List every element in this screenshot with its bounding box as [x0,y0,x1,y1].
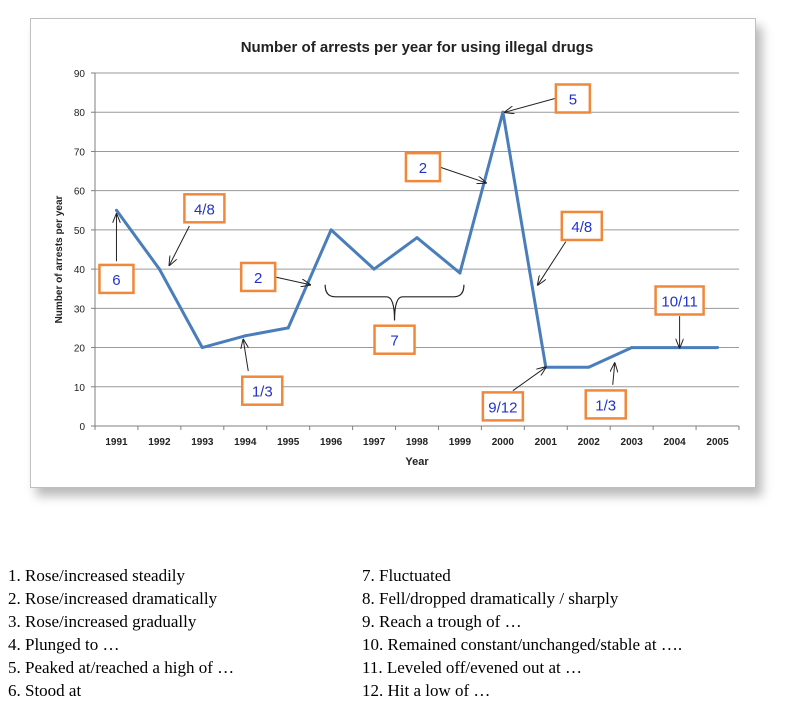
data-point [673,346,677,350]
annotation-box [183,193,226,224]
annotation-label: 4/8 [194,201,215,218]
legend-left-item: 2. Rose/increased dramatically [8,589,218,608]
data-point [114,208,118,212]
x-tick-label: 2000 [492,437,515,448]
legend-right-item: 9. Reach a trough of … [362,612,522,631]
legend-left: 1. Rose/increased steadily 2. Rose/increa… [8,564,234,702]
data-point [415,236,419,240]
annotation-label: 7 [390,333,398,350]
data-point [458,271,462,275]
annotation-box [239,261,277,293]
annotation-label: 10/11 [661,293,697,310]
annotation-arrow [538,241,567,285]
annotation-label: 4/8 [571,219,592,236]
legend-right-item: 11. Leveled off/evened out at … [362,658,582,677]
chart-title: Number of arrests per year for using ill… [241,39,594,56]
y-tick-label: 0 [79,422,85,433]
data-point [329,228,333,232]
y-tick-label: 90 [74,69,86,80]
y-tick-label: 60 [74,187,86,198]
legend-left-item: 6. Stood at [8,681,82,700]
legend-left-item: 3. Rose/increased gradually [8,612,197,631]
x-tick-label: 1999 [449,437,472,448]
annotation-box [554,83,592,114]
annotation-arrow [169,225,190,265]
annotation-label: 5 [569,91,577,108]
x-tick-label: 1998 [406,437,429,448]
x-tick-label: 1996 [320,437,343,448]
x-tick-label: 2002 [578,437,601,448]
y-tick-label: 80 [74,108,86,119]
annotation-label: 1/3 [595,397,616,414]
annotation-label: 1/3 [252,384,273,401]
x-tick-label: 1994 [234,437,257,448]
annotation-label: 6 [112,272,120,289]
legend-right-item: 7. Fluctuated [362,566,451,585]
data-point [372,267,376,271]
y-tick-label: 50 [74,226,86,237]
y-tick-label: 30 [74,304,86,315]
data-point [630,346,634,350]
annotation-box [98,263,135,295]
annotation-box [404,151,442,183]
x-tick-label: 2005 [706,437,729,448]
series-line [115,110,718,369]
data-point [716,346,720,350]
legend-left-item: 1. Rose/increased steadily [8,566,186,585]
annotation-box [241,375,284,406]
data-point [157,267,161,271]
legend-left-item: 5. Peaked at/reached a high of … [8,658,235,677]
y-tick-label: 70 [74,147,86,158]
y-tick-label: 10 [74,383,86,394]
data-point [501,110,505,114]
x-tick-label: 2001 [535,437,558,448]
annotation-arrow [505,98,555,112]
x-tick-label: 2003 [621,437,644,448]
data-point [243,334,247,338]
y-tick-label: 40 [74,265,86,276]
legend-right: 7. Fluctuated 8. Fell/dropped dramaticall… [362,564,682,702]
x-tick-label: 1991 [105,437,128,448]
annotation-arrow [512,367,546,392]
annotation-arrow [439,166,486,183]
legend-right-item: 8. Fell/dropped dramatically / sharply [362,589,619,608]
legend-right-item: 10. Remained constant/unchanged/stable a… [362,635,683,654]
x-tick-label: 2004 [663,437,686,448]
y-axis-label: Number of arrests per year [54,195,65,323]
annotation-arrow [275,276,310,285]
annotation-box [654,285,705,316]
fluctuation-brace [324,284,465,321]
x-tick-label: 1995 [277,437,300,448]
data-point [200,346,204,350]
legend-left-item: 4. Plunged to … [8,635,120,654]
data-point [587,365,591,369]
annotation-box [373,324,416,355]
annotation-label: 2 [254,270,262,287]
y-tick-label: 20 [74,344,86,355]
x-tick-label: 1992 [148,437,171,448]
annotation-label: 2 [419,160,427,177]
annotation-box [481,391,525,422]
annotation-box [584,389,627,420]
annotation-label: 9/12 [488,399,517,416]
line-chart: Number of arrests per year for using ill… [54,39,740,468]
annotation-box [560,210,604,242]
annotation-arrow [613,363,615,385]
x-tick-label: 1997 [363,437,386,448]
x-tick-label: 1993 [191,437,214,448]
data-point [286,326,290,330]
chart-frame: Number of arrests per year for using ill… [30,18,756,488]
annotation-arrow [243,340,249,372]
x-axis-label: Year [405,456,429,468]
legend-right-item: 12. Hit a low of … [362,681,491,700]
